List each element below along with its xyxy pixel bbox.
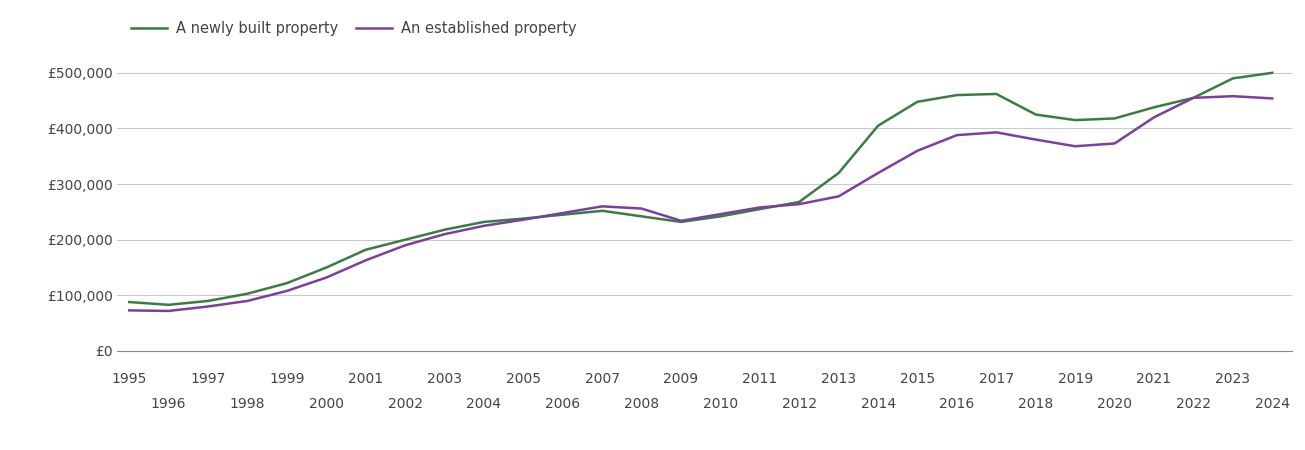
Text: 1999: 1999 bbox=[269, 373, 304, 387]
Text: 2006: 2006 bbox=[545, 397, 581, 411]
Line: An established property: An established property bbox=[129, 96, 1272, 311]
Text: 2018: 2018 bbox=[1018, 397, 1053, 411]
A newly built property bbox=[1265, 70, 1280, 76]
A newly built property bbox=[515, 216, 531, 221]
Text: 2009: 2009 bbox=[663, 373, 698, 387]
Text: 2016: 2016 bbox=[940, 397, 975, 411]
An established property bbox=[1185, 95, 1201, 100]
An established property bbox=[949, 132, 964, 138]
A newly built property bbox=[1067, 117, 1083, 123]
An established property bbox=[831, 194, 847, 199]
An established property bbox=[279, 288, 295, 293]
A newly built property bbox=[358, 247, 373, 252]
Text: 2011: 2011 bbox=[743, 373, 778, 387]
Text: 2010: 2010 bbox=[703, 397, 739, 411]
A newly built property bbox=[1028, 112, 1044, 117]
A newly built property bbox=[831, 170, 847, 176]
An established property bbox=[476, 223, 492, 229]
Line: A newly built property: A newly built property bbox=[129, 73, 1272, 305]
An established property bbox=[358, 257, 373, 263]
An established property bbox=[713, 212, 728, 217]
An established property bbox=[121, 308, 137, 313]
Text: 2004: 2004 bbox=[466, 397, 501, 411]
A newly built property bbox=[910, 99, 925, 104]
An established property bbox=[594, 204, 609, 209]
A newly built property bbox=[791, 199, 806, 205]
A newly built property bbox=[1146, 104, 1161, 110]
A newly built property bbox=[240, 291, 256, 297]
An established property bbox=[1225, 94, 1241, 99]
A newly built property bbox=[594, 208, 609, 213]
A newly built property bbox=[161, 302, 176, 307]
Text: 2007: 2007 bbox=[585, 373, 620, 387]
A newly built property bbox=[476, 219, 492, 225]
Text: 2012: 2012 bbox=[782, 397, 817, 411]
A newly built property bbox=[949, 92, 964, 98]
Text: 1996: 1996 bbox=[151, 397, 187, 411]
Text: 2000: 2000 bbox=[309, 397, 343, 411]
Text: 2003: 2003 bbox=[427, 373, 462, 387]
A newly built property bbox=[1225, 76, 1241, 81]
An established property bbox=[1146, 115, 1161, 120]
An established property bbox=[1028, 137, 1044, 142]
An established property bbox=[1067, 144, 1083, 149]
Text: 2005: 2005 bbox=[506, 373, 540, 387]
An established property bbox=[1107, 141, 1122, 146]
Text: 2022: 2022 bbox=[1176, 397, 1211, 411]
An established property bbox=[515, 217, 531, 222]
A newly built property bbox=[752, 207, 767, 212]
Text: 2020: 2020 bbox=[1098, 397, 1133, 411]
Text: 2002: 2002 bbox=[388, 397, 423, 411]
A newly built property bbox=[1107, 116, 1122, 121]
An established property bbox=[397, 243, 412, 248]
A newly built property bbox=[555, 212, 570, 217]
An established property bbox=[555, 210, 570, 216]
Text: 2019: 2019 bbox=[1057, 373, 1092, 387]
An established property bbox=[1265, 96, 1280, 101]
Text: 1997: 1997 bbox=[191, 373, 226, 387]
Text: 2013: 2013 bbox=[821, 373, 856, 387]
An established property bbox=[318, 275, 334, 280]
Text: 2017: 2017 bbox=[979, 373, 1014, 387]
A newly built property bbox=[200, 298, 215, 304]
A newly built property bbox=[397, 237, 412, 243]
Text: 1998: 1998 bbox=[230, 397, 265, 411]
An established property bbox=[634, 206, 650, 211]
Text: 2024: 2024 bbox=[1254, 397, 1289, 411]
Text: 2023: 2023 bbox=[1215, 373, 1250, 387]
A newly built property bbox=[713, 214, 728, 219]
Legend: A newly built property, An established property: A newly built property, An established p… bbox=[125, 16, 582, 42]
Text: 2001: 2001 bbox=[348, 373, 384, 387]
A newly built property bbox=[988, 91, 1004, 97]
An established property bbox=[791, 202, 806, 207]
A newly built property bbox=[437, 227, 453, 232]
Text: 2008: 2008 bbox=[624, 397, 659, 411]
A newly built property bbox=[1185, 95, 1201, 100]
An established property bbox=[161, 308, 176, 314]
An established property bbox=[673, 218, 689, 224]
A newly built property bbox=[318, 265, 334, 270]
An established property bbox=[437, 231, 453, 237]
An established property bbox=[752, 205, 767, 210]
Text: 2021: 2021 bbox=[1137, 373, 1172, 387]
An established property bbox=[910, 148, 925, 153]
A newly built property bbox=[279, 280, 295, 286]
A newly built property bbox=[673, 219, 689, 225]
Text: 2015: 2015 bbox=[900, 373, 936, 387]
Text: 1995: 1995 bbox=[112, 373, 147, 387]
A newly built property bbox=[634, 214, 650, 219]
An established property bbox=[240, 298, 256, 304]
Text: 2014: 2014 bbox=[860, 397, 895, 411]
A newly built property bbox=[870, 123, 886, 128]
A newly built property bbox=[121, 299, 137, 305]
An established property bbox=[200, 304, 215, 309]
An established property bbox=[988, 130, 1004, 135]
An established property bbox=[870, 170, 886, 176]
